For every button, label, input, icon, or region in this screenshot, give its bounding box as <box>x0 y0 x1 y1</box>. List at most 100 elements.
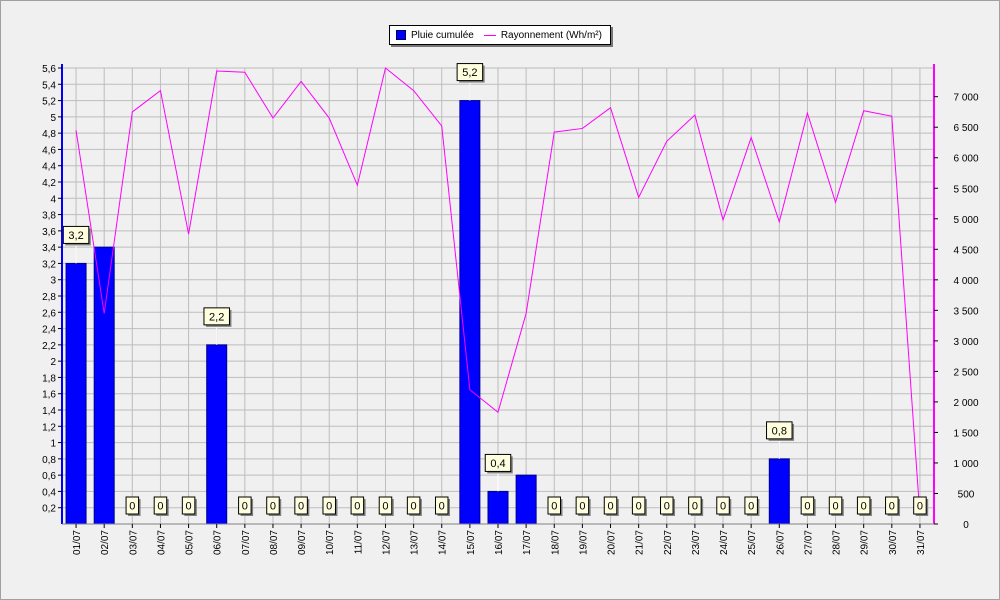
x-tick-label: 30/07 <box>888 530 899 555</box>
x-tick-label: 16/07 <box>494 530 505 555</box>
x-tick-label: 07/07 <box>241 530 252 555</box>
label-text: 0 <box>917 501 923 513</box>
label-text: 0 <box>382 501 388 513</box>
bar-value-label: 0 <box>575 496 591 516</box>
label-box <box>266 496 280 515</box>
rain-bar <box>65 262 87 525</box>
label-box <box>456 63 484 82</box>
label-text: 0 <box>157 501 163 513</box>
x-tick-label: 01/07 <box>72 530 83 555</box>
label-text: 0 <box>411 501 417 513</box>
right-tick-label: 4 500 <box>953 245 978 256</box>
label-box <box>716 496 730 515</box>
right-tick-label: 3 500 <box>953 306 978 317</box>
left-tick-label: 0,2 <box>42 504 56 515</box>
right-axis-ticks: 0 500 1 000 1 500 2 000 2 500 3 000 3 500 4 000 4… <box>934 93 979 531</box>
bar-value-label: 0 <box>406 496 422 516</box>
right-tick-label: 7 000 <box>953 93 978 104</box>
left-axis-ticks: 0,2 0,4 0,6 0,8 1 1,2 1,4 1,6 1,8 2 2,2 2,4 2,6 2,8 3 3… <box>42 64 62 515</box>
left-tick-label: 4,2 <box>42 178 56 189</box>
rain-bar <box>206 344 228 525</box>
x-tick-label: 31/07 <box>916 530 927 555</box>
bar-value-label: 0 <box>125 496 141 516</box>
left-tick-label: 0,8 <box>42 455 56 466</box>
bar-value-label: 0 <box>800 496 816 516</box>
left-tick-label: 4,6 <box>42 145 56 156</box>
left-tick-label: 5,4 <box>42 80 56 91</box>
left-tick-label: 2,8 <box>42 292 56 303</box>
left-tick-label: 5,6 <box>42 64 56 75</box>
label-text: 0 <box>579 501 585 513</box>
right-tick-label: 2 000 <box>953 398 978 409</box>
label-box <box>238 496 252 515</box>
label-text: 0 <box>720 501 726 513</box>
bar-value-label: 0 <box>238 496 254 516</box>
label-box <box>603 496 618 515</box>
left-tick-label: 5 <box>50 113 56 124</box>
label-box <box>153 496 168 515</box>
bar-value-label: 0 <box>153 496 169 516</box>
legend: Pluie cumulée Rayonnement (Wh/m²) <box>389 25 611 45</box>
right-tick-label: 3 000 <box>953 337 978 348</box>
label-text: 0 <box>186 501 192 513</box>
left-tick-label: 1,2 <box>42 422 56 433</box>
x-tick-label: 04/07 <box>156 530 167 555</box>
label-text: 5,2 <box>462 67 477 79</box>
left-tick-label: 4,4 <box>42 162 56 173</box>
label-text: 0 <box>692 501 698 513</box>
right-tick-label: 2 500 <box>953 367 978 378</box>
label-box <box>62 225 90 244</box>
x-tick-label: 12/07 <box>381 530 392 555</box>
label-box <box>378 496 393 515</box>
bar-value-label: 5,2 <box>456 63 485 101</box>
x-tick-label: 24/07 <box>719 530 730 555</box>
label-text: 0,4 <box>490 458 505 470</box>
x-tick-label: 17/07 <box>522 530 533 555</box>
x-tick-label: 19/07 <box>578 530 589 555</box>
label-text: 0 <box>636 501 642 513</box>
x-tick-label: 09/07 <box>297 530 308 555</box>
x-tick-label: 25/07 <box>747 530 758 555</box>
label-box <box>181 496 196 515</box>
rain-bar <box>487 490 509 525</box>
x-axis-ticks: 01/07 02/07 03/07 04/07 05/07 06/07 07/07 08/07… <box>72 524 927 555</box>
label-box <box>484 453 512 472</box>
bar-swatch-icon <box>396 30 406 40</box>
bar-value-label: 0 <box>603 496 619 516</box>
right-tick-label: 6 000 <box>953 154 978 165</box>
bar-value-label: 0 <box>294 496 310 516</box>
radiation-line <box>75 67 921 516</box>
left-tick-label: 0,6 <box>42 471 56 482</box>
label-text: 3,2 <box>68 230 83 242</box>
bar-value-label: 0 <box>181 496 197 516</box>
left-tick-label: 3,4 <box>42 243 56 254</box>
x-tick-label: 23/07 <box>691 530 702 555</box>
label-box <box>660 496 674 515</box>
bar-value-label: 0 <box>913 496 929 516</box>
bar-value-label: 0,4 <box>484 453 513 492</box>
label-box <box>856 496 871 515</box>
left-tick-label: 3,6 <box>42 227 56 238</box>
left-tick-label: 1,8 <box>42 373 56 384</box>
left-tick-label: 2 <box>50 357 56 368</box>
rain-bar <box>768 458 790 525</box>
label-text: 0 <box>861 501 867 513</box>
x-tick-label: 22/07 <box>663 530 674 555</box>
left-tick-label: 1,6 <box>42 390 56 401</box>
x-tick-label: 27/07 <box>803 530 814 555</box>
rain-bars <box>65 100 790 525</box>
rain-bar <box>93 246 115 525</box>
label-box <box>631 496 646 515</box>
label-text: 0 <box>804 501 810 513</box>
bar-value-label: 0 <box>660 496 676 516</box>
label-box <box>800 496 815 515</box>
legend-item-rain: Pluie cumulée <box>396 30 474 41</box>
right-tick-label: 5 000 <box>953 215 978 226</box>
line-swatch-icon <box>483 34 496 36</box>
label-text: 0 <box>889 501 895 513</box>
label-box <box>575 496 590 515</box>
bar-value-label: 2,2 <box>203 307 232 345</box>
x-tick-label: 28/07 <box>832 530 843 555</box>
right-tick-label: 500 <box>958 489 975 500</box>
